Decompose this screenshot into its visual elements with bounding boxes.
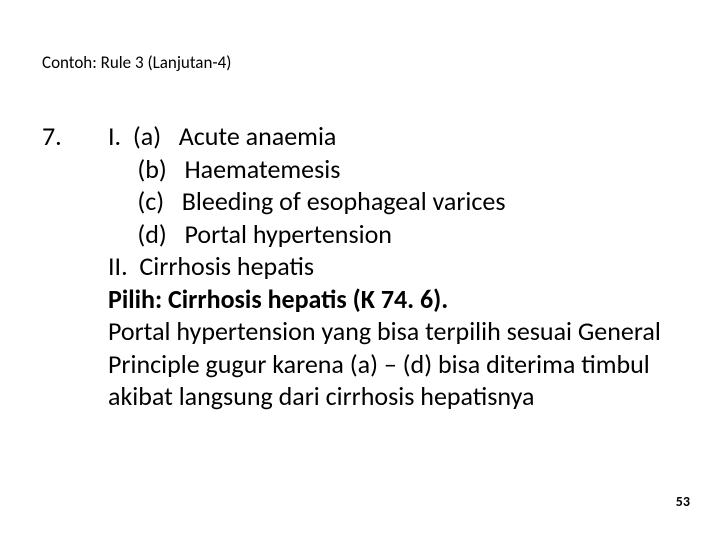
line-7-paragraph: Portal hypertension yang bisa terpilih s… xyxy=(108,315,668,413)
line-1: I. (a) Acute anaemia xyxy=(108,120,668,153)
body-row: 7. I. (a) Acute anaemia (b) Haematemesis… xyxy=(42,120,668,413)
page-number: 53 xyxy=(676,493,690,510)
line-4: (d) Portal hypertension xyxy=(108,218,668,251)
slide-title: Contoh: Rule 3 (Lanjutan-4) xyxy=(42,52,231,73)
line-2: (b) Haematemesis xyxy=(108,153,668,186)
line-6-bold: Pilih: Cirrhosis hepatis (K 74. 6). xyxy=(108,283,668,316)
slide: Contoh: Rule 3 (Lanjutan-4) 7. I. (a) Ac… xyxy=(0,0,720,540)
item-number: 7. xyxy=(42,120,108,153)
item-content: I. (a) Acute anaemia (b) Haematemesis (c… xyxy=(108,120,668,413)
line-5: II. Cirrhosis hepatis xyxy=(108,250,668,283)
line-3: (c) Bleeding of esophageal varices xyxy=(108,185,668,218)
